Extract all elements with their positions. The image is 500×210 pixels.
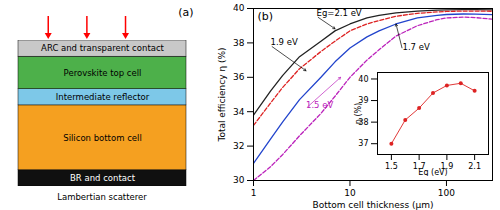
svg-text:Bottom cell thickness (μm): Bottom cell thickness (μm) — [312, 200, 433, 210]
svg-text:1: 1 — [251, 188, 257, 198]
svg-text:38: 38 — [233, 38, 245, 48]
svg-text:100: 100 — [438, 188, 455, 198]
svg-text:Perovskite top cell: Perovskite top cell — [64, 68, 142, 78]
svg-text:Intermediate reflector: Intermediate reflector — [56, 92, 150, 102]
svg-text:1.7 eV: 1.7 eV — [402, 42, 429, 52]
svg-text:30: 30 — [233, 175, 245, 185]
svg-text:38: 38 — [358, 117, 369, 127]
svg-text:Silicon bottom cell: Silicon bottom cell — [63, 133, 142, 143]
svg-text:Total efficiency η (%): Total efficiency η (%) — [217, 47, 227, 142]
svg-text:Eg (eV): Eg (eV) — [418, 168, 447, 177]
svg-text:40: 40 — [358, 75, 368, 84]
svg-text:36: 36 — [233, 72, 245, 82]
svg-text:10: 10 — [344, 188, 356, 198]
svg-text:1.9 eV: 1.9 eV — [270, 37, 297, 47]
svg-text:34: 34 — [233, 107, 245, 117]
svg-text:(b): (b) — [258, 10, 274, 23]
svg-text:ARC and transparent contact: ARC and transparent contact — [41, 43, 165, 53]
svg-text:2.1: 2.1 — [468, 162, 481, 171]
svg-text:39: 39 — [358, 96, 369, 106]
svg-text:η (%): η (%) — [354, 103, 363, 124]
svg-text:32: 32 — [233, 141, 244, 151]
svg-text:1.5 eV: 1.5 eV — [306, 100, 333, 110]
svg-text:(a): (a) — [178, 6, 193, 19]
svg-text:Eg=2.1 eV: Eg=2.1 eV — [317, 8, 362, 18]
svg-text:1.5: 1.5 — [385, 162, 398, 171]
svg-text:BR and contact: BR and contact — [70, 173, 136, 183]
svg-text:37: 37 — [358, 139, 368, 148]
svg-text:40: 40 — [233, 3, 245, 13]
svg-text:Lambertian scatterer: Lambertian scatterer — [57, 192, 147, 202]
